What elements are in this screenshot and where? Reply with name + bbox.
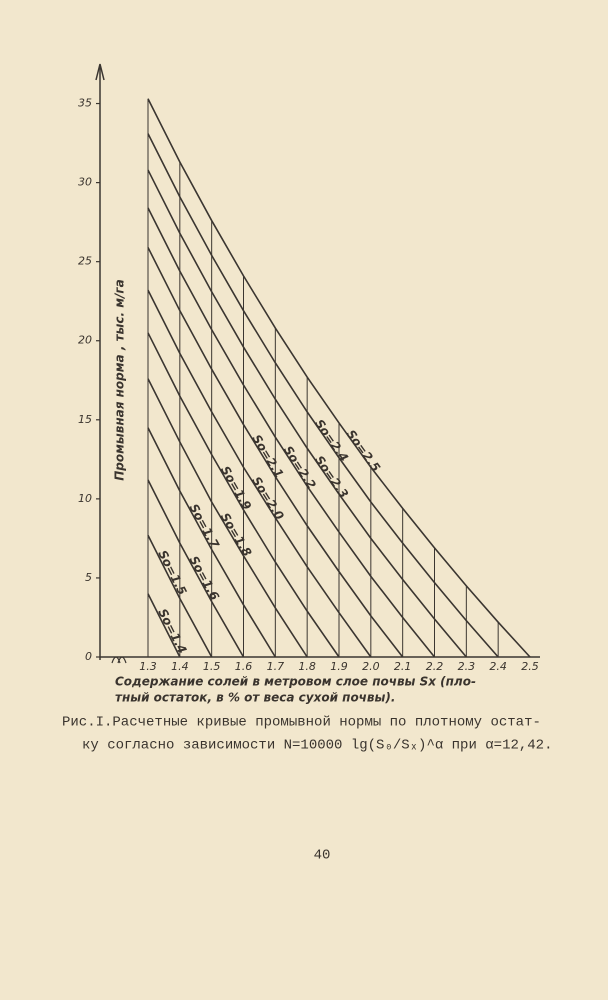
y-axis-label: Промывная норма , тыс. м/га	[113, 279, 127, 481]
caption: ку согласно зависимости N=10000 lg(S₀/Sₓ…	[82, 738, 552, 754]
x-tick-label: 2.3	[458, 660, 476, 673]
y-tick-label: 35	[78, 97, 92, 110]
series-label: So=1.7	[187, 501, 223, 551]
curve	[147, 534, 213, 658]
series-label: So=1.9	[218, 464, 254, 513]
caption: Рис.I.Расчетные кривые промывной нормы п…	[62, 714, 541, 731]
axis-break	[111, 656, 127, 664]
curve	[147, 247, 404, 658]
y-tick-label: 0	[85, 650, 92, 663]
series-label: So=1.5	[155, 548, 189, 597]
series-label: So=2.1	[249, 432, 286, 480]
y-tick-label: 15	[78, 413, 92, 426]
curve	[147, 332, 340, 658]
x-axis-label: Содержание солей в метровом слое почвы S…	[115, 675, 476, 689]
x-tick-label: 1.7	[267, 660, 285, 673]
page-number: 40	[314, 848, 331, 864]
curve	[147, 593, 181, 658]
y-tick-label: 5	[85, 571, 92, 584]
curve	[147, 133, 499, 658]
x-tick-label: 2.0	[362, 660, 380, 673]
curve	[147, 427, 277, 658]
curve	[147, 207, 436, 658]
x-axis-label: тный остаток, в % от веса сухой почвы).	[115, 691, 395, 705]
curve	[147, 169, 467, 658]
x-tick-label: 2.4	[489, 660, 507, 673]
y-tick-label: 10	[78, 492, 92, 505]
x-tick-label: 1.5	[203, 660, 221, 673]
curve	[147, 98, 531, 658]
y-axis-arrow	[95, 63, 105, 81]
y-tick-label: 30	[78, 176, 92, 189]
series-label: So=1.4	[155, 606, 189, 655]
x-tick-label: 1.8	[298, 660, 316, 673]
curve	[147, 289, 372, 658]
series-label: So=2.0	[249, 474, 287, 522]
x-tick-label: 2.1	[394, 660, 412, 673]
y-tick-label: 25	[78, 255, 92, 268]
series-label: So=2.2	[281, 443, 319, 491]
x-tick-label: 2.5	[521, 660, 539, 673]
x-tick-label: 1.9	[330, 660, 348, 673]
x-tick-label: 1.6	[235, 660, 253, 673]
x-tick-label: 1.4	[171, 660, 189, 673]
series-label: So=2.5	[344, 427, 384, 474]
curve	[147, 479, 245, 658]
x-tick-label: 2.2	[426, 660, 444, 673]
curve	[147, 378, 308, 658]
x-tick-label: 1.3	[139, 660, 157, 673]
series-label: So=1.6	[187, 554, 222, 603]
y-tick-label: 20	[78, 334, 92, 347]
